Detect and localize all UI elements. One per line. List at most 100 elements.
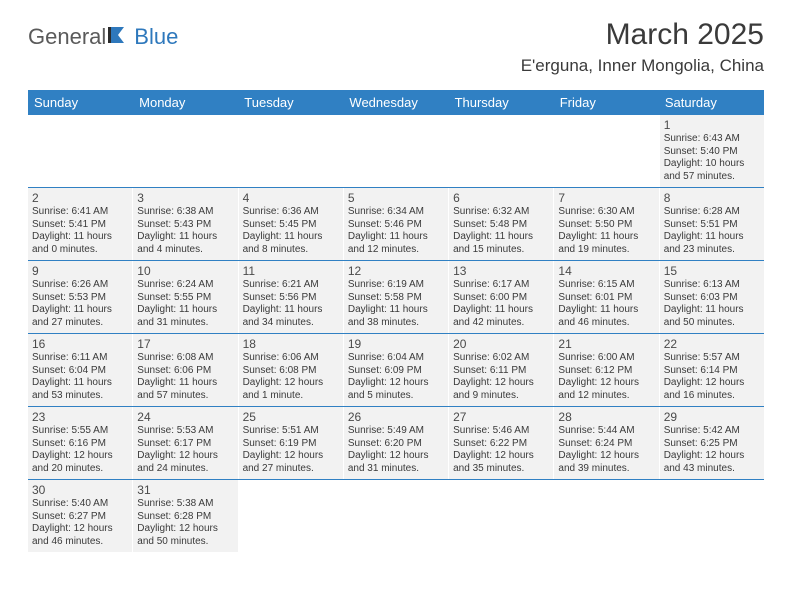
sunset-text: Sunset: 5:48 PM xyxy=(453,219,549,232)
day-header: Saturday xyxy=(659,90,764,115)
sunrise-text: Sunrise: 6:08 AM xyxy=(137,352,233,365)
daylight-text-1: Daylight: 12 hours xyxy=(137,523,233,536)
daylight-text-2: and 39 minutes. xyxy=(558,463,654,476)
sunset-text: Sunset: 6:24 PM xyxy=(558,438,654,451)
daylight-text-2: and 8 minutes. xyxy=(243,244,339,257)
daylight-text-1: Daylight: 12 hours xyxy=(137,450,233,463)
calendar-cell: 1Sunrise: 6:43 AMSunset: 5:40 PMDaylight… xyxy=(660,115,764,187)
sunset-text: Sunset: 6:19 PM xyxy=(243,438,339,451)
calendar-cell: 31Sunrise: 5:38 AMSunset: 6:28 PMDayligh… xyxy=(133,480,238,552)
day-number: 6 xyxy=(453,191,549,205)
week-row: 1Sunrise: 6:43 AMSunset: 5:40 PMDaylight… xyxy=(28,115,764,188)
calendar: SundayMondayTuesdayWednesdayThursdayFrid… xyxy=(28,90,764,552)
logo: General Blue xyxy=(28,24,178,50)
sunset-text: Sunset: 5:45 PM xyxy=(243,219,339,232)
daylight-text-2: and 0 minutes. xyxy=(32,244,128,257)
calendar-cell-empty xyxy=(554,115,659,187)
sunrise-text: Sunrise: 6:13 AM xyxy=(664,279,760,292)
daylight-text-1: Daylight: 11 hours xyxy=(32,231,128,244)
sunset-text: Sunset: 6:08 PM xyxy=(243,365,339,378)
day-number: 21 xyxy=(558,337,654,351)
day-number: 20 xyxy=(453,337,549,351)
sunrise-text: Sunrise: 6:17 AM xyxy=(453,279,549,292)
week-row: 16Sunrise: 6:11 AMSunset: 6:04 PMDayligh… xyxy=(28,334,764,407)
sunrise-text: Sunrise: 6:19 AM xyxy=(348,279,444,292)
sunset-text: Sunset: 5:41 PM xyxy=(32,219,128,232)
flag-icon xyxy=(108,25,134,50)
sunset-text: Sunset: 5:55 PM xyxy=(137,292,233,305)
calendar-cell: 14Sunrise: 6:15 AMSunset: 6:01 PMDayligh… xyxy=(554,261,659,333)
calendar-cell-empty xyxy=(554,480,659,552)
daylight-text-2: and 35 minutes. xyxy=(453,463,549,476)
day-number: 27 xyxy=(453,410,549,424)
day-number: 30 xyxy=(32,483,128,497)
sunset-text: Sunset: 5:40 PM xyxy=(664,146,760,159)
sunset-text: Sunset: 5:53 PM xyxy=(32,292,128,305)
day-number: 28 xyxy=(558,410,654,424)
calendar-cell: 9Sunrise: 6:26 AMSunset: 5:53 PMDaylight… xyxy=(28,261,133,333)
day-number: 7 xyxy=(558,191,654,205)
day-number: 31 xyxy=(137,483,233,497)
sunrise-text: Sunrise: 6:21 AM xyxy=(243,279,339,292)
daylight-text-2: and 20 minutes. xyxy=(32,463,128,476)
day-number: 5 xyxy=(348,191,444,205)
daylight-text-2: and 12 minutes. xyxy=(558,390,654,403)
day-number: 3 xyxy=(137,191,233,205)
sunset-text: Sunset: 6:04 PM xyxy=(32,365,128,378)
daylight-text-2: and 4 minutes. xyxy=(137,244,233,257)
calendar-cell: 17Sunrise: 6:08 AMSunset: 6:06 PMDayligh… xyxy=(133,334,238,406)
day-number: 26 xyxy=(348,410,444,424)
daylight-text-1: Daylight: 11 hours xyxy=(243,231,339,244)
title-block: March 2025 E'erguna, Inner Mongolia, Chi… xyxy=(521,18,764,76)
sunset-text: Sunset: 6:28 PM xyxy=(137,511,233,524)
daylight-text-2: and 31 minutes. xyxy=(137,317,233,330)
daylight-text-1: Daylight: 11 hours xyxy=(32,377,128,390)
day-header-row: SundayMondayTuesdayWednesdayThursdayFrid… xyxy=(28,90,764,115)
day-number: 25 xyxy=(243,410,339,424)
daylight-text-2: and 34 minutes. xyxy=(243,317,339,330)
calendar-cell: 30Sunrise: 5:40 AMSunset: 6:27 PMDayligh… xyxy=(28,480,133,552)
sunset-text: Sunset: 6:16 PM xyxy=(32,438,128,451)
day-number: 11 xyxy=(243,264,339,278)
sunset-text: Sunset: 6:09 PM xyxy=(348,365,444,378)
location-text: E'erguna, Inner Mongolia, China xyxy=(521,56,764,76)
daylight-text-1: Daylight: 12 hours xyxy=(453,450,549,463)
day-number: 14 xyxy=(558,264,654,278)
sunrise-text: Sunrise: 6:30 AM xyxy=(558,206,654,219)
day-number: 13 xyxy=(453,264,549,278)
day-number: 8 xyxy=(664,191,760,205)
sunset-text: Sunset: 6:00 PM xyxy=(453,292,549,305)
calendar-cell: 8Sunrise: 6:28 AMSunset: 5:51 PMDaylight… xyxy=(660,188,764,260)
calendar-cell-empty xyxy=(28,115,133,187)
calendar-cell: 3Sunrise: 6:38 AMSunset: 5:43 PMDaylight… xyxy=(133,188,238,260)
calendar-cell: 7Sunrise: 6:30 AMSunset: 5:50 PMDaylight… xyxy=(554,188,659,260)
calendar-cell-empty xyxy=(239,115,344,187)
calendar-cell: 13Sunrise: 6:17 AMSunset: 6:00 PMDayligh… xyxy=(449,261,554,333)
sunset-text: Sunset: 6:14 PM xyxy=(664,365,760,378)
daylight-text-2: and 38 minutes. xyxy=(348,317,444,330)
week-row: 30Sunrise: 5:40 AMSunset: 6:27 PMDayligh… xyxy=(28,480,764,552)
logo-text-blue: Blue xyxy=(134,24,178,50)
sunrise-text: Sunrise: 5:44 AM xyxy=(558,425,654,438)
sunrise-text: Sunrise: 5:53 AM xyxy=(137,425,233,438)
daylight-text-1: Daylight: 12 hours xyxy=(243,377,339,390)
daylight-text-1: Daylight: 12 hours xyxy=(664,450,760,463)
day-number: 18 xyxy=(243,337,339,351)
daylight-text-1: Daylight: 12 hours xyxy=(664,377,760,390)
sunset-text: Sunset: 6:03 PM xyxy=(664,292,760,305)
calendar-cell-empty xyxy=(344,115,449,187)
day-number: 4 xyxy=(243,191,339,205)
daylight-text-2: and 27 minutes. xyxy=(32,317,128,330)
daylight-text-1: Daylight: 11 hours xyxy=(558,304,654,317)
daylight-text-1: Daylight: 12 hours xyxy=(32,450,128,463)
day-number: 29 xyxy=(664,410,760,424)
daylight-text-2: and 57 minutes. xyxy=(137,390,233,403)
calendar-cell-empty xyxy=(660,480,764,552)
day-number: 12 xyxy=(348,264,444,278)
daylight-text-1: Daylight: 11 hours xyxy=(453,231,549,244)
daylight-text-2: and 57 minutes. xyxy=(664,171,760,184)
day-header: Sunday xyxy=(28,90,133,115)
calendar-cell: 28Sunrise: 5:44 AMSunset: 6:24 PMDayligh… xyxy=(554,407,659,479)
calendar-cell-empty xyxy=(449,480,554,552)
calendar-cell: 6Sunrise: 6:32 AMSunset: 5:48 PMDaylight… xyxy=(449,188,554,260)
